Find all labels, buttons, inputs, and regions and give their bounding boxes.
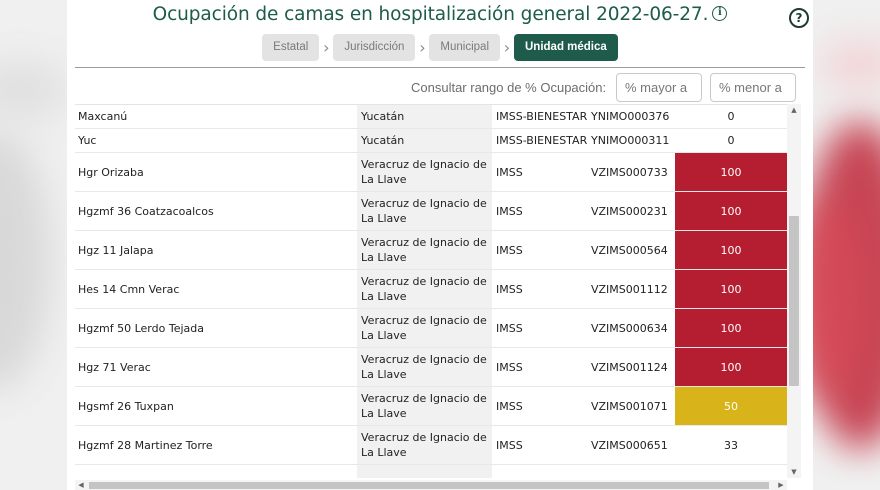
breadcrumb: Estatal › Jurisdicción › Municipal › Uni… — [67, 33, 813, 61]
chevron-right-icon: › — [323, 37, 330, 57]
title-row: Ocupación de camas en hospitalización ge… — [67, 4, 813, 30]
state-cell: Veracruz de Ignacio de La Llave — [357, 387, 492, 425]
institution-cell: IMSS — [496, 399, 523, 413]
occupancy-percent-cell: 100 — [675, 153, 787, 191]
table-row[interactable]: Hgz 11 Jalapa Veracruz de Ignacio de La L… — [75, 231, 787, 270]
clues-cell: YNIMO000311 — [591, 134, 670, 147]
clues-cell: VZIMS000564 — [591, 243, 668, 257]
breadcrumb-jurisdiccion[interactable]: Jurisdicción — [333, 33, 416, 61]
chevron-right-icon: › — [503, 37, 511, 57]
help-icon[interactable]: ? — [789, 8, 809, 28]
state-cell: Yucatán — [357, 105, 492, 128]
occupancy-percent-cell: 100 — [675, 348, 787, 386]
institution-cell: IMSS — [496, 360, 523, 374]
state-cell: Veracruz de Ignacio de La Llave — [357, 153, 492, 191]
table-row[interactable]: Yuc Yucatán IMSS-BIENESTAR YNIMO000311 0 — [75, 129, 787, 153]
divider — [75, 67, 805, 68]
unit-name-cell: Hgr Orizaba — [78, 165, 144, 179]
state-cell: Yucatán — [357, 129, 492, 152]
horizontal-scrollbar[interactable]: ◀ ▶ — [75, 480, 787, 490]
scrollbar-thumb[interactable] — [89, 482, 769, 489]
info-icon[interactable]: i — [712, 6, 728, 21]
occupancy-percent-cell: 33 — [724, 438, 738, 452]
scrollbar-thumb[interactable] — [789, 216, 799, 386]
scroll-down-icon[interactable]: ▼ — [791, 468, 797, 476]
state-cell: Veracruz de Ignacio de La Llave — [357, 270, 492, 308]
unit-name-cell: Hgzmf 28 Martinez Torre — [78, 438, 213, 452]
scroll-up-icon[interactable]: ▲ — [791, 106, 797, 114]
unit-name-cell: Hes 14 Cmn Verac — [78, 282, 180, 296]
clues-cell: VZIMS001124 — [591, 360, 668, 374]
vertical-scrollbar[interactable]: ▲ ▼ — [787, 104, 801, 478]
institution-cell: IMSS-BIENESTAR — [496, 110, 588, 123]
clues-cell: VZIMS001112 — [591, 282, 668, 296]
institution-cell: IMSS — [496, 243, 523, 257]
max-percent-input[interactable]: % menor a — [710, 73, 796, 102]
clues-cell — [590, 465, 675, 478]
unit-name-cell: Hgz 71 Verac — [78, 360, 151, 374]
occupancy-percent-cell: 100 — [675, 192, 787, 230]
unit-name-cell: Maxcanú — [78, 110, 128, 123]
filter-label: Consultar rango de % Ocupación: — [411, 80, 607, 95]
institution-cell — [495, 465, 590, 478]
unit-name-cell: Hgsmf 26 Tuxpan — [78, 399, 174, 413]
units-table: Maxcanú Yucatán IMSS-BIENESTAR YNIMO000376 0… — [75, 104, 801, 478]
table-row[interactable]: Veracruz de Ignacio de — [75, 465, 787, 478]
table-row[interactable]: Hgr Orizaba Veracruz de Ignacio de La Lla… — [75, 153, 787, 192]
institution-cell: IMSS — [496, 204, 523, 218]
clues-cell: VZIMS000231 — [591, 204, 668, 218]
occupancy-percent-cell: 0 — [727, 110, 735, 123]
table-row[interactable]: Maxcanú Yucatán IMSS-BIENESTAR YNIMO000376 0 — [75, 105, 787, 129]
table-row[interactable]: Hes 14 Cmn Verac Veracruz de Ignacio de L… — [75, 270, 787, 309]
institution-cell: IMSS-BIENESTAR — [496, 134, 588, 147]
state-cell: Veracruz de Ignacio de La Llave — [357, 231, 492, 269]
state-cell: Veracruz de Ignacio de La Llave — [357, 426, 492, 464]
state-cell: Veracruz de Ignacio de La Llave — [357, 348, 492, 386]
chevron-right-icon: › — [419, 37, 426, 57]
table-row[interactable]: Hgzmf 28 Martinez Torre Veracruz de Ignac… — [75, 426, 787, 465]
clues-cell: VZIMS000733 — [591, 165, 668, 179]
occupancy-percent-cell: 0 — [727, 134, 735, 147]
scroll-left-icon[interactable]: ◀ — [78, 481, 84, 489]
unit-name-cell: Hgzmf 36 Coatzacoalcos — [78, 204, 214, 218]
table-row[interactable]: Hgzmf 50 Lerdo Tejada Veracruz de Ignacio… — [75, 309, 787, 348]
table-row[interactable]: Hgz 71 Verac Veracruz de Ignacio de La Ll… — [75, 348, 787, 387]
state-cell: Veracruz de Ignacio de La Llave — [357, 309, 492, 347]
page-title: Ocupación de camas en hospitalización ge… — [152, 4, 709, 25]
occupancy-percent-cell — [675, 465, 787, 478]
clues-cell: YNIMO000376 — [591, 110, 670, 123]
clues-cell: VZIMS000651 — [591, 438, 668, 452]
occupancy-panel: Ocupación de camas en hospitalización ge… — [67, 0, 813, 490]
state-cell: Veracruz de Ignacio de La Llave — [357, 192, 492, 230]
institution-cell: IMSS — [496, 282, 523, 296]
occupancy-percent-cell: 50 — [675, 387, 787, 425]
table-row[interactable]: Hgsmf 26 Tuxpan Veracruz de Ignacio de La… — [75, 387, 787, 426]
clues-cell: VZIMS000634 — [591, 321, 668, 335]
breadcrumb-estatal[interactable]: Estatal — [262, 33, 320, 61]
breadcrumb-municipal[interactable]: Municipal — [429, 33, 500, 61]
breadcrumb-unidad-medica[interactable]: Unidad médica — [514, 33, 618, 61]
state-cell: Veracruz de Ignacio de — [357, 465, 492, 478]
unit-name-cell — [75, 465, 357, 478]
scroll-right-icon[interactable]: ▶ — [778, 481, 784, 489]
occupancy-percent-cell: 100 — [675, 231, 787, 269]
institution-cell: IMSS — [496, 165, 523, 179]
institution-cell: IMSS — [496, 438, 523, 452]
institution-cell: IMSS — [496, 321, 523, 335]
table-row[interactable]: Hgzmf 36 Coatzacoalcos Veracruz de Ignaci… — [75, 192, 787, 231]
unit-name-cell: Hgz 11 Jalapa — [78, 243, 154, 257]
unit-name-cell: Hgzmf 50 Lerdo Tejada — [78, 321, 204, 335]
clues-cell: VZIMS001071 — [591, 399, 668, 413]
occupancy-percent-cell: 100 — [675, 309, 787, 347]
occupancy-percent-cell: 100 — [675, 270, 787, 308]
unit-name-cell: Yuc — [78, 134, 97, 147]
min-percent-input[interactable]: % mayor a — [616, 73, 702, 102]
